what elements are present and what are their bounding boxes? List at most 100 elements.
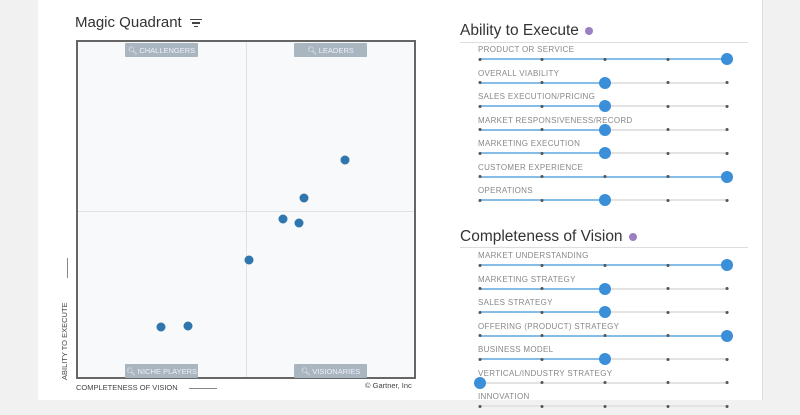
x-axis-arrow-icon (189, 388, 217, 389)
slider-handle[interactable] (721, 329, 733, 342)
criterion-slider[interactable] (478, 123, 729, 136)
criterion-label: OFFERING (PRODUCT) STRATEGY (478, 321, 620, 331)
criterion-label: VERTICAL/INDUSTRY STRATEGY (478, 368, 613, 378)
slider-tick (603, 57, 607, 61)
leaders-button[interactable]: 🔍︎ LEADERS (294, 43, 367, 57)
criterion-label: SALES STRATEGY (478, 298, 553, 307)
slider-handle[interactable] (721, 170, 733, 183)
slider-tick (603, 334, 607, 337)
slider-tick (666, 104, 670, 108)
slider-tick (666, 334, 670, 337)
niche-players-label: NICHE PLAYERS (137, 366, 197, 376)
slider-handle[interactable] (721, 53, 733, 65)
criterion-row: SALES EXECUTION/PRICING (478, 92, 738, 115)
criterion-slider[interactable] (478, 404, 729, 408)
slider-tick (725, 404, 729, 408)
slider-tick (540, 404, 544, 408)
criterion-row: OPERATIONS (478, 186, 738, 209)
slider-tick (540, 381, 544, 384)
slider-tick (478, 263, 482, 267)
criterion-slider[interactable] (478, 259, 733, 271)
divider (460, 42, 748, 43)
slider-tick (540, 128, 544, 131)
slider-tick (603, 175, 607, 178)
info-icon[interactable] (628, 233, 637, 241)
leaders-label: LEADERS (318, 45, 354, 55)
slider-tick (666, 263, 670, 267)
criterion-slider[interactable] (478, 306, 729, 318)
slider-tick (666, 198, 670, 202)
criterion-slider[interactable] (478, 170, 733, 183)
slider-handle[interactable] (599, 100, 611, 112)
criterion-label: MARKETING EXECUTION (478, 139, 581, 148)
ability-section-header: Ability to Execute (460, 22, 593, 40)
criterion-slider[interactable] (474, 376, 729, 389)
visionaries-button[interactable]: 🔍︎ VISIONARIES (294, 364, 367, 378)
slider-tick (666, 310, 670, 314)
vendor-dot[interactable] (294, 218, 304, 228)
vendor-dot[interactable] (299, 193, 309, 203)
slider-tick (540, 151, 544, 155)
criterion-slider[interactable] (478, 53, 733, 65)
vendor-dot[interactable] (244, 255, 254, 265)
slider-tick (666, 128, 670, 131)
info-icon[interactable] (584, 27, 593, 35)
vertical-divider (246, 42, 247, 377)
criterion-slider[interactable] (478, 353, 729, 365)
criterion-row: SALES STRATEGY (478, 298, 738, 321)
slider-tick (540, 57, 544, 61)
slider-handle[interactable] (599, 353, 611, 365)
vendor-dot[interactable] (183, 321, 193, 331)
slider-tick (540, 287, 544, 290)
challengers-button[interactable]: 🔍︎ CHALLENGERS (125, 43, 198, 57)
slider-tick (725, 287, 729, 290)
slider-tick (478, 287, 482, 290)
criterion-slider[interactable] (478, 282, 729, 295)
vendor-dot[interactable] (278, 214, 288, 224)
slider-tick (725, 81, 729, 84)
slider-handle[interactable] (599, 282, 611, 295)
slider-handle[interactable] (599, 306, 611, 318)
slider-handle[interactable] (599, 76, 611, 89)
magic-quadrant-chart: 🔍︎ CHALLENGERS 🔍︎ LEADERS 🔍︎ NICHE PLAYERS … (76, 40, 416, 379)
slider-tick (666, 151, 670, 155)
criterion-row: BUSINESS MODEL (478, 345, 738, 368)
criterion-label: PRODUCT OR SERVICE (478, 45, 575, 54)
criterion-slider[interactable] (478, 100, 729, 112)
criterion-row: MARKETING STRATEGY (478, 275, 738, 298)
slider-tick (540, 263, 544, 267)
slider-tick (725, 198, 729, 202)
horizontal-divider (78, 211, 414, 212)
zoom-icon: 🔍︎ (127, 45, 138, 55)
niche-players-button[interactable]: 🔍︎ NICHE PLAYERS (125, 364, 198, 378)
criterion-row: MARKET UNDERSTANDING (478, 251, 738, 274)
criterion-row: MARKET RESPONSIVENESS/RECORD (478, 116, 738, 139)
slider-tick (603, 381, 607, 384)
criterion-label: MARKET UNDERSTANDING (478, 251, 589, 260)
zoom-icon: 🔍︎ (126, 366, 136, 376)
magic-quadrant-title: Magic Quadrant (75, 14, 182, 31)
slider-handle[interactable] (599, 123, 611, 136)
criterion-slider[interactable] (478, 76, 729, 89)
slider-tick (725, 310, 729, 314)
criterion-slider[interactable] (478, 147, 729, 159)
criterion-slider[interactable] (478, 329, 733, 342)
filter-icon[interactable] (189, 18, 202, 28)
magic-quadrant-header: Magic Quadrant (75, 14, 202, 31)
slider-tick (478, 357, 482, 361)
vendor-dot[interactable] (340, 155, 350, 165)
slider-handle[interactable] (474, 376, 486, 389)
slider-handle[interactable] (599, 194, 611, 206)
slider-tick (478, 198, 482, 202)
criterion-label: CUSTOMER EXPERIENCE (478, 162, 584, 172)
criterion-label: MARKET RESPONSIVENESS/RECORD (478, 115, 633, 125)
slider-handle[interactable] (599, 147, 611, 159)
criterion-label: INNOVATION (478, 392, 530, 401)
slider-tick (478, 404, 482, 408)
vendor-dot[interactable] (156, 322, 166, 332)
criterion-label: OPERATIONS (478, 186, 533, 195)
slider-tick (725, 357, 729, 361)
slider-tick (725, 128, 729, 131)
criterion-slider[interactable] (478, 194, 729, 206)
slider-handle[interactable] (721, 259, 733, 271)
